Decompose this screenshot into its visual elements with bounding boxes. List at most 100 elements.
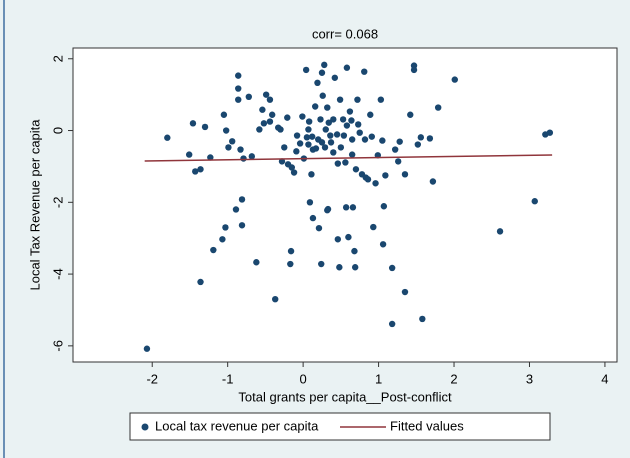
data-point bbox=[379, 241, 387, 248]
y-tick-label: -6 bbox=[50, 340, 65, 352]
data-point bbox=[364, 176, 372, 183]
x-tick-label: 3 bbox=[526, 371, 533, 386]
data-point bbox=[268, 111, 276, 118]
data-point bbox=[238, 222, 246, 229]
x-tick-label: 1 bbox=[375, 371, 382, 386]
data-point bbox=[277, 126, 284, 133]
data-point bbox=[287, 247, 295, 255]
data-point bbox=[348, 136, 356, 143]
data-point bbox=[346, 108, 354, 115]
data-point bbox=[379, 137, 386, 144]
data-point bbox=[245, 93, 253, 101]
data-point bbox=[434, 104, 442, 111]
data-point bbox=[240, 155, 247, 162]
y-tick-label: -2 bbox=[50, 197, 65, 209]
chart-title: corr= 0.068 bbox=[312, 26, 378, 41]
data-point bbox=[288, 164, 296, 171]
data-point bbox=[340, 132, 348, 139]
data-point bbox=[343, 64, 351, 71]
data-point bbox=[330, 149, 337, 156]
data-point bbox=[396, 138, 403, 145]
data-point bbox=[237, 146, 244, 153]
data-point bbox=[325, 119, 332, 126]
data-point bbox=[318, 69, 326, 76]
data-point bbox=[262, 91, 270, 98]
data-point bbox=[293, 148, 300, 155]
data-point bbox=[296, 140, 304, 147]
data-point bbox=[327, 139, 335, 146]
data-point bbox=[305, 118, 313, 125]
data-point bbox=[394, 158, 402, 165]
data-point bbox=[229, 138, 236, 145]
data-point bbox=[306, 199, 314, 206]
data-point bbox=[266, 118, 274, 125]
data-point bbox=[248, 153, 256, 160]
data-point bbox=[309, 214, 317, 222]
data-point bbox=[336, 96, 344, 103]
data-point bbox=[305, 141, 312, 148]
data-point bbox=[253, 259, 260, 266]
data-point bbox=[531, 198, 538, 205]
y-tick-label: -4 bbox=[50, 268, 65, 280]
data-point bbox=[377, 96, 385, 103]
data-point bbox=[197, 278, 204, 286]
data-point bbox=[222, 224, 229, 231]
data-point bbox=[201, 123, 209, 131]
data-point bbox=[429, 178, 437, 185]
data-point bbox=[260, 120, 268, 127]
data-point bbox=[207, 154, 214, 161]
data-point bbox=[284, 114, 291, 121]
data-point bbox=[401, 171, 409, 178]
data-point bbox=[336, 264, 343, 271]
data-point bbox=[322, 126, 329, 133]
data-point bbox=[354, 96, 361, 103]
data-point bbox=[342, 159, 349, 166]
data-point bbox=[348, 151, 356, 158]
data-point bbox=[451, 76, 458, 83]
data-point bbox=[266, 96, 274, 103]
data-point bbox=[308, 133, 316, 140]
legend-label: Fitted values bbox=[390, 418, 464, 433]
x-tick-label: 2 bbox=[450, 371, 457, 386]
data-point bbox=[225, 144, 232, 151]
data-point bbox=[317, 116, 324, 123]
data-point bbox=[388, 320, 396, 328]
x-tick-label: 0 bbox=[300, 371, 307, 386]
data-point bbox=[321, 144, 329, 151]
data-point bbox=[321, 61, 328, 69]
data-point bbox=[352, 166, 360, 173]
data-point bbox=[345, 233, 352, 241]
x-tick-label: -1 bbox=[222, 371, 234, 386]
data-point bbox=[290, 169, 298, 176]
x-tick-label: 4 bbox=[601, 371, 608, 386]
legend-swatch bbox=[141, 423, 149, 431]
data-point bbox=[334, 160, 342, 167]
data-point bbox=[410, 66, 418, 74]
data-point bbox=[318, 260, 325, 268]
data-point bbox=[388, 264, 396, 272]
data-point bbox=[348, 117, 355, 124]
data-point bbox=[370, 223, 377, 231]
data-point bbox=[256, 126, 263, 133]
y-axis-label: Local Tax Revenue per capita bbox=[27, 119, 42, 291]
data-point bbox=[189, 120, 197, 127]
data-point bbox=[303, 134, 311, 141]
data-point bbox=[324, 104, 331, 111]
data-point bbox=[222, 127, 230, 134]
data-point bbox=[349, 204, 357, 211]
data-point bbox=[361, 136, 369, 143]
data-point bbox=[278, 158, 286, 165]
data-point bbox=[367, 111, 374, 118]
data-point bbox=[356, 129, 363, 136]
data-point bbox=[333, 131, 341, 138]
x-axis-label: Total grants per capita__Post-conflict bbox=[238, 389, 452, 404]
data-point bbox=[327, 132, 334, 139]
data-point bbox=[210, 246, 217, 254]
data-point bbox=[331, 74, 339, 81]
data-point bbox=[235, 96, 242, 103]
data-point bbox=[351, 264, 359, 271]
data-point bbox=[372, 180, 379, 187]
data-point bbox=[287, 260, 294, 268]
data-point bbox=[355, 121, 362, 128]
